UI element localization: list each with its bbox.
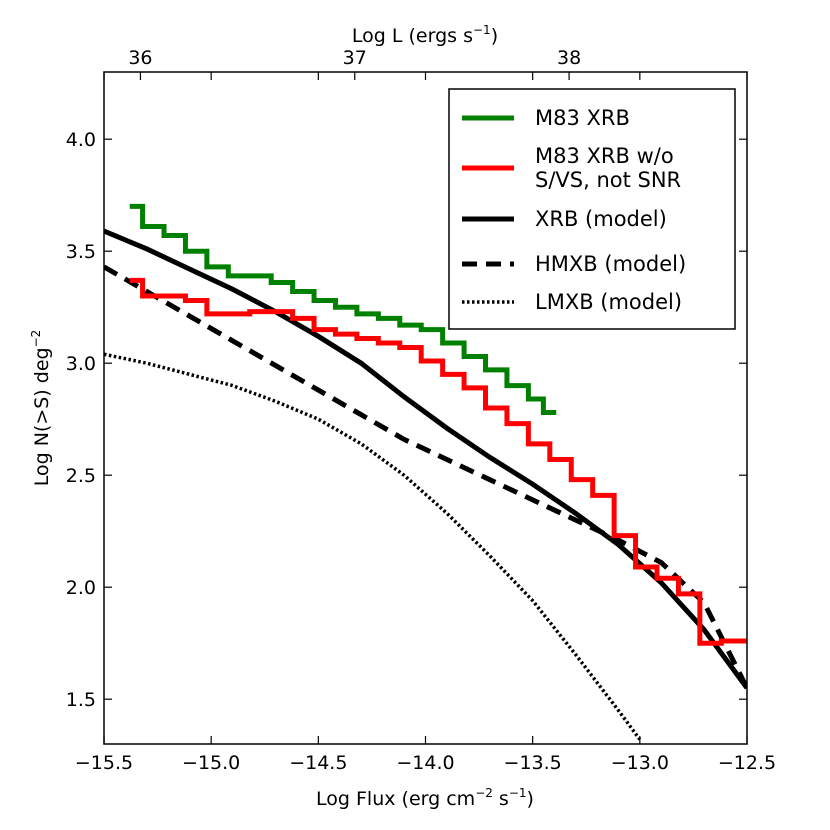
x-tick-label: −14.5 [289, 752, 347, 774]
x-tick-label: −13.0 [611, 752, 669, 774]
y-tick-label: 2.0 [66, 577, 96, 599]
top-x-axis-label: Log L (ergs s−1) [352, 23, 498, 47]
series-xrb-model [104, 228, 747, 690]
y-tick-label: 3.5 [66, 241, 96, 263]
y-tick-label: 1.5 [66, 689, 96, 711]
y-tick-label: 2.5 [66, 465, 96, 487]
x-tick-label: −12.5 [718, 752, 776, 774]
tick-layer: −15.5 −15.0 −14.5 −14.0 −13.5 −13.0 −12.5 1.5 2.… [66, 47, 776, 774]
x-axis-label: Log Flux (erg cm−2 s−1) [316, 786, 534, 810]
legend-label: LMXB (model) [535, 290, 682, 314]
legend-label: XRB (model) [535, 207, 667, 231]
series-m83-xrb [129, 203, 557, 415]
x-tick-label: −14.0 [396, 752, 454, 774]
series-layer [104, 203, 747, 741]
series-m83-xrb-w-o-s-vs-not-snr [129, 277, 747, 646]
legend: M83 XRB M83 XRB w/oS/VS, not SNR XRB (mode… [448, 88, 736, 330]
y-axis-label: Log N(>S) deg−2 [29, 330, 53, 487]
top-x-tick-label: 36 [128, 47, 152, 69]
x-tick-label: −13.5 [504, 752, 562, 774]
legend-label: M83 XRB [535, 106, 630, 130]
y-tick-label: 4.0 [66, 129, 96, 151]
legend-box [448, 88, 736, 330]
y-tick-label: 3.0 [66, 353, 96, 375]
legend-label: S/VS, not SNR [535, 168, 681, 192]
legend-label: M83 XRB w/o [535, 144, 674, 168]
series-lmxb-model [104, 352, 642, 741]
top-x-tick-label: 37 [343, 47, 367, 69]
top-x-tick-label: 38 [557, 47, 581, 69]
legend-label: HMXB (model) [535, 252, 686, 276]
series-hmxb-model [104, 264, 747, 690]
x-tick-label: −15.5 [75, 752, 133, 774]
x-tick-label: −15.0 [182, 752, 240, 774]
